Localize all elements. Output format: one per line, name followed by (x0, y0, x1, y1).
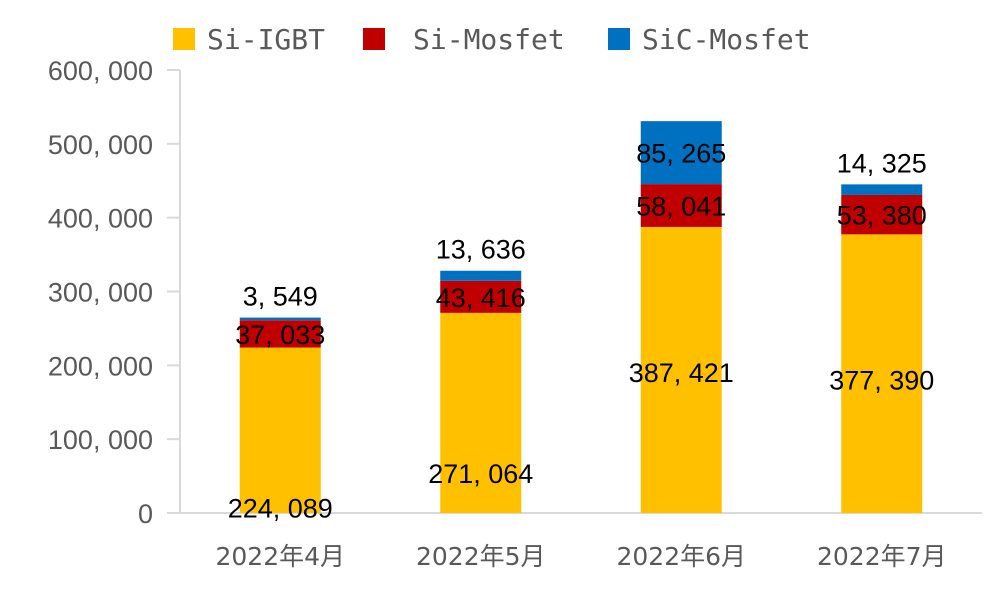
bar-segment-si-mosfet (640, 184, 722, 227)
bars (239, 121, 923, 513)
legend-swatch-sic-mosfet (608, 28, 630, 50)
data-label: 271, 064 (428, 459, 533, 489)
data-label: 14, 325 (837, 148, 927, 178)
y-tick-label: 200, 000 (48, 351, 153, 381)
bar-segment-si-igbt (239, 347, 321, 513)
data-label: 43, 416 (436, 283, 526, 313)
bar-segment-si-mosfet (841, 194, 923, 235)
legend-label: Si-Mosfet (413, 23, 565, 56)
x-tick-label: 2022年4月 (215, 542, 345, 571)
x-tick-label: 2022年5月 (416, 542, 546, 571)
bar-segment-si-mosfet (239, 320, 321, 348)
y-tick-label: 300, 000 (48, 278, 153, 308)
data-label: 224, 089 (228, 494, 333, 524)
data-label: 37, 033 (235, 320, 325, 350)
bar-segment-sic-mosfet (440, 270, 522, 281)
data-label: 85, 265 (636, 139, 726, 169)
bar-segment-si-mosfet (440, 280, 522, 313)
y-tick-label: 0 (138, 499, 153, 529)
legend-swatch-si-mosfet (363, 28, 385, 50)
data-label: 13, 636 (436, 235, 526, 265)
y-tick-label: 400, 000 (48, 204, 153, 234)
data-label: 58, 041 (636, 192, 726, 222)
bar-segment-sic-mosfet (239, 317, 321, 321)
legend-label: SiC-Mosfet (642, 23, 811, 56)
y-tick-label: 500, 000 (48, 130, 153, 160)
data-label: 387, 421 (629, 358, 734, 388)
bar-segment-si-igbt (640, 226, 722, 513)
data-label: 377, 390 (829, 365, 934, 395)
legend-swatch-si-igbt (173, 28, 195, 50)
y-tick-label: 100, 000 (48, 425, 153, 455)
bar-segment-sic-mosfet (841, 184, 923, 195)
y-tick-label: 600, 000 (48, 56, 153, 86)
data-label: 53, 380 (837, 201, 927, 231)
legend: Si-IGBT Si-Mosfet SiC-Mosfet (173, 23, 811, 56)
data-label: 3, 549 (243, 282, 318, 312)
x-tick-label: 2022年6月 (616, 542, 746, 571)
x-axis: 2022年4月 2022年5月 2022年6月 2022年7月 (180, 512, 982, 571)
bar-segment-si-igbt (440, 312, 522, 513)
legend-label: Si-IGBT (207, 23, 325, 56)
bar-segment-si-igbt (841, 234, 923, 513)
y-axis: 0 100, 000 200, 000 300, 000 400, 000 500, 00… (48, 56, 181, 529)
x-tick-label: 2022年7月 (817, 542, 947, 571)
data-labels: 224, 089 37, 033 3, 549 271, 064 43, 416 13, … (228, 139, 935, 524)
bar-segment-sic-mosfet (640, 121, 722, 185)
